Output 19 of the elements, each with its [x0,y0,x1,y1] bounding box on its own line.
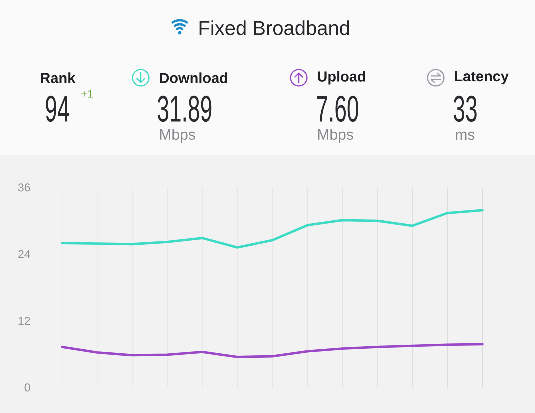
line-series [61,209,484,249]
text: Upload [318,71,366,85]
y-tick-label: 0 [24,384,30,392]
text: 94 [46,96,70,122]
text: 31.89 [158,96,212,122]
y-tick-label: 24 [18,250,30,258]
text: ms [456,132,475,140]
line-series [61,343,484,358]
text: 7.60 [317,96,358,122]
y-tick-label: 12 [18,317,30,326]
text: 33 [454,96,477,122]
text: Mbps [318,129,354,143]
text: Rank [41,72,76,84]
text: Mbps [160,129,196,143]
text: Download [160,72,228,84]
text: +1 [82,90,94,98]
y-tick-label: 36 [18,184,30,192]
text: Fixed Broadband [200,20,350,36]
text: Latency [455,72,509,84]
